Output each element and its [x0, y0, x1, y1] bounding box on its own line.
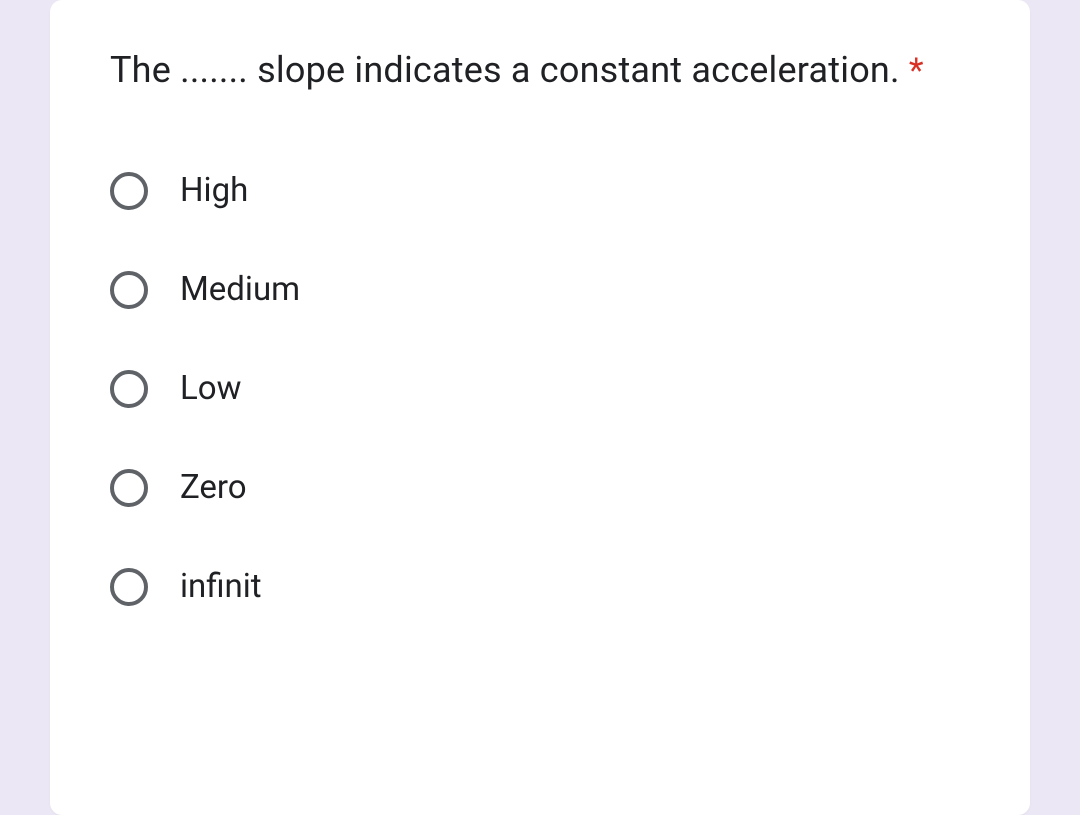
- option-label: infinit: [180, 567, 262, 606]
- option-zero[interactable]: Zero: [110, 468, 970, 507]
- option-infinit[interactable]: infinit: [110, 567, 970, 606]
- question-body: The ....... slope indicates a constant a…: [110, 49, 900, 91]
- options-group: High Medium Low Zero infinit: [110, 171, 970, 606]
- radio-icon: [110, 568, 148, 606]
- radio-icon: [110, 271, 148, 309]
- option-low[interactable]: Low: [110, 369, 970, 408]
- option-label: Zero: [180, 468, 247, 507]
- required-asterisk: *: [909, 51, 924, 91]
- radio-icon: [110, 469, 148, 507]
- option-label: Medium: [180, 270, 300, 309]
- option-label: High: [180, 171, 248, 210]
- option-label: Low: [180, 369, 241, 408]
- question-text: The ....... slope indicates a constant a…: [110, 40, 970, 101]
- radio-icon: [110, 370, 148, 408]
- question-card: The ....... slope indicates a constant a…: [50, 0, 1030, 815]
- option-high[interactable]: High: [110, 171, 970, 210]
- radio-icon: [110, 172, 148, 210]
- option-medium[interactable]: Medium: [110, 270, 970, 309]
